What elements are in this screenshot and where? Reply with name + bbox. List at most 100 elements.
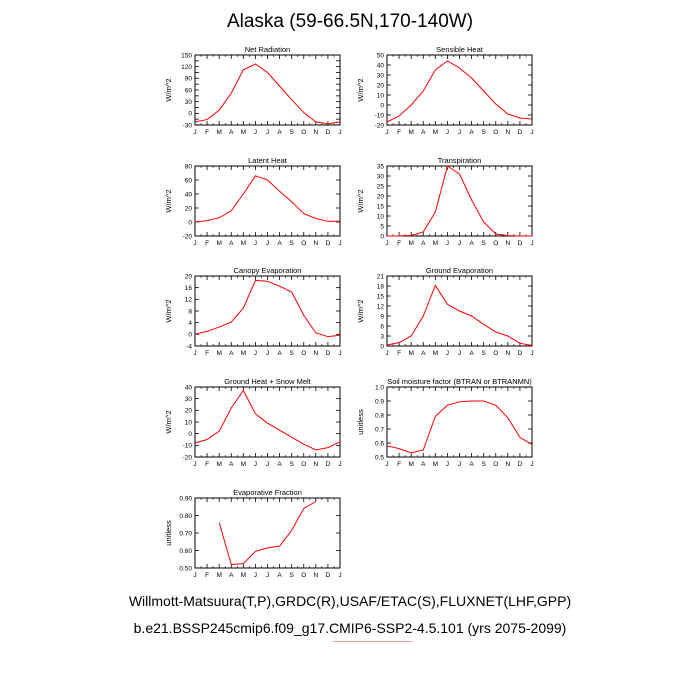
y-tick-label: -10	[183, 443, 193, 450]
x-tick-label: N	[313, 240, 318, 247]
y-tick-label: 6	[380, 323, 384, 330]
x-tick-label: A	[277, 240, 282, 247]
x-tick-label: O	[301, 572, 306, 579]
x-tick-label: J	[266, 129, 269, 136]
footer-datasets: Willmott-Matsuura(T,P),GRDC(R),USAF/ETAC…	[128, 593, 572, 609]
y-tick-label: 40	[377, 62, 385, 69]
x-tick-label: J	[385, 240, 388, 247]
y-tick-label: 16	[185, 285, 193, 292]
x-tick-label: S	[289, 350, 294, 357]
y-tick-label: 15	[377, 203, 385, 210]
x-tick-label: O	[301, 129, 306, 136]
x-tick-label: S	[481, 129, 486, 136]
x-tick-label: D	[518, 461, 523, 468]
x-tick-label: S	[289, 129, 294, 136]
chart-title: Sensible Heat	[436, 45, 484, 54]
x-tick-label: A	[277, 129, 282, 136]
x-tick-label: M	[408, 350, 413, 357]
y-tick-label: 10	[185, 419, 193, 426]
x-tick-label: A	[229, 461, 234, 468]
x-tick-label: J	[254, 350, 257, 357]
x-tick-label: J	[338, 350, 341, 357]
x-tick-label: O	[301, 240, 306, 247]
x-tick-label: O	[493, 350, 498, 357]
y-tick-label: 8	[188, 308, 192, 315]
x-tick-label: J	[385, 129, 388, 136]
x-tick-label: M	[408, 461, 413, 468]
x-tick-label: A	[469, 129, 474, 136]
x-tick-label: J	[458, 240, 461, 247]
y-tick-label: 0.6	[375, 440, 384, 447]
x-tick-label: J	[530, 129, 533, 136]
x-tick-label: M	[216, 129, 221, 136]
x-tick-label: M	[408, 240, 413, 247]
chart-title: Net Radiation	[245, 45, 290, 54]
y-tick-label: 120	[181, 64, 192, 71]
x-tick-label: J	[446, 461, 449, 468]
y-axis-label: W/m^2	[164, 299, 173, 322]
y-tick-label: -20	[183, 454, 193, 461]
x-tick-label: M	[216, 572, 221, 579]
x-tick-label: J	[338, 572, 341, 579]
chart-title: Evaporative Fraction	[233, 488, 302, 497]
x-tick-label: S	[289, 572, 294, 579]
footer-underline	[333, 641, 413, 642]
x-tick-label: N	[505, 350, 510, 357]
x-tick-label: J	[193, 240, 196, 247]
x-tick-label: D	[326, 350, 331, 357]
y-tick-label: 50	[377, 52, 385, 59]
series-line	[386, 284, 533, 346]
y-tick-label: 20	[185, 205, 193, 212]
y-tick-label: 0	[380, 233, 384, 240]
x-tick-label: A	[229, 240, 234, 247]
y-tick-label: 30	[185, 396, 193, 403]
x-tick-label: D	[326, 572, 331, 579]
x-tick-label: D	[518, 129, 523, 136]
x-tick-label: S	[289, 240, 294, 247]
x-tick-label: N	[313, 572, 318, 579]
x-tick-label: F	[205, 350, 209, 357]
y-axis-label: unitless	[164, 520, 173, 546]
x-tick-label: S	[481, 240, 486, 247]
x-tick-label: J	[338, 461, 341, 468]
y-tick-label: 40	[185, 384, 193, 391]
y-axis-label: W/m^2	[164, 189, 173, 212]
x-tick-label: J	[458, 461, 461, 468]
footer-run-info: b.e21.BSSP245cmip6.f09_g17.CMIP6-SSP2-4.…	[133, 620, 567, 636]
x-tick-label: F	[397, 461, 401, 468]
x-tick-label: N	[313, 129, 318, 136]
chart-title: Ground Evaporation	[426, 266, 493, 275]
y-tick-label: 10	[377, 92, 385, 99]
x-tick-label: A	[229, 572, 234, 579]
plot-frame	[194, 165, 341, 237]
y-axis-label: unitless	[356, 409, 365, 435]
x-tick-label: J	[458, 129, 461, 136]
x-tick-label: A	[421, 240, 426, 247]
x-tick-label: J	[193, 129, 196, 136]
chart-title: Ground Heat + Snow Melt	[224, 377, 311, 386]
y-tick-label: 0	[188, 111, 192, 118]
x-tick-label: J	[193, 350, 196, 357]
y-tick-label: 20	[377, 82, 385, 89]
y-axis-label: W/m^2	[356, 78, 365, 101]
x-tick-label: M	[216, 240, 221, 247]
y-tick-label: 60	[185, 177, 193, 184]
x-tick-label: N	[505, 240, 510, 247]
y-tick-label: 15	[377, 293, 385, 300]
y-tick-label: 40	[185, 191, 193, 198]
x-tick-label: J	[385, 350, 388, 357]
x-tick-label: N	[313, 461, 318, 468]
x-tick-label: D	[326, 461, 331, 468]
y-tick-label: 30	[377, 173, 385, 180]
y-tick-label: 0	[188, 332, 192, 339]
x-tick-label: M	[433, 350, 438, 357]
y-tick-label: -4	[186, 343, 192, 350]
plot-frame	[386, 165, 533, 237]
x-tick-label: J	[446, 350, 449, 357]
